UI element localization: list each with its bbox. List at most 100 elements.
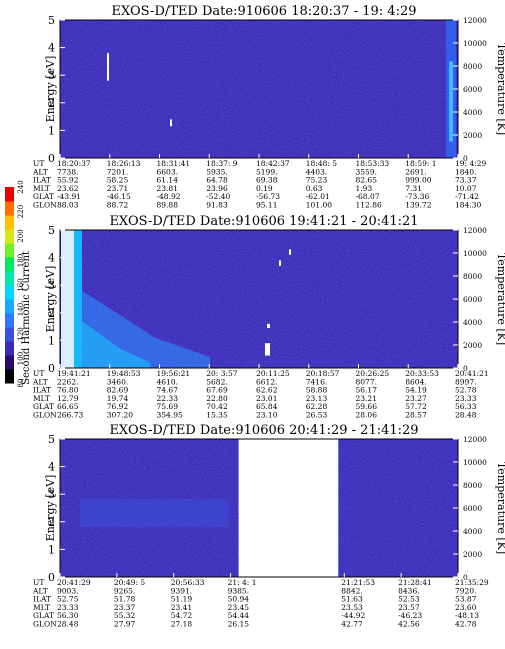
- y-tick-label: 4: [48, 252, 55, 265]
- colorbar-swatch: [5, 257, 14, 272]
- y2-tick-label: 12000: [463, 16, 487, 25]
- orbit-value: 76.80: [57, 386, 79, 395]
- y-tick-label: 1: [48, 543, 55, 556]
- orbit-value: 42.77: [341, 620, 363, 629]
- orbit-row-label: UT: [33, 159, 44, 168]
- orbit-value: 22.33: [157, 394, 179, 403]
- orbit-value: 89.88: [157, 201, 179, 210]
- spectrogram-feature: [449, 61, 453, 142]
- colorbar-tick-label: 160: [17, 278, 25, 291]
- spectrogram-texture: [338, 439, 458, 577]
- orbit-value: -44.92: [341, 611, 365, 620]
- y2-tick-label: 8000: [463, 62, 482, 71]
- orbit-value: 28.48: [57, 620, 79, 629]
- orbit-value: -56.73: [256, 192, 280, 201]
- panel-title: EXOS-D/TED Date:910606 20:41:29 - 21:41:…: [109, 423, 418, 438]
- orbit-value: 18:42:37: [256, 159, 290, 168]
- orbit-value: 54.72: [171, 611, 193, 620]
- orbit-value: 20:18:57: [306, 369, 340, 378]
- y2-axis-label: Temperature [K]: [495, 253, 505, 345]
- y2-tick-label: 4000: [463, 527, 482, 536]
- orbit-value: 3559.: [356, 167, 377, 176]
- orbit-value: 64.78: [206, 176, 228, 185]
- colorbar-label: Second Harmonic Current: [21, 251, 32, 385]
- y-tick-label: 2: [48, 97, 55, 110]
- orbit-value: 184.30: [455, 201, 481, 210]
- orbit-value: 58.25: [107, 176, 129, 185]
- colorbar-tick-label: 200: [17, 229, 25, 242]
- y2-tick-label: 8000: [463, 272, 482, 281]
- orbit-value: 54.19: [405, 386, 427, 395]
- orbit-value: 88.03: [57, 201, 79, 210]
- colorbar-swatch: [5, 215, 14, 230]
- orbit-value: 1.93: [356, 184, 373, 193]
- orbit-value: 55.92: [57, 176, 79, 185]
- orbit-value: 27.97: [114, 620, 136, 629]
- orbit-value: 23.96: [206, 184, 228, 193]
- orbit-value: 23.33: [455, 394, 477, 403]
- orbit-value: 42.78: [455, 620, 477, 629]
- y-tick-label: 5: [48, 433, 55, 446]
- spectrogram-feature: [61, 230, 74, 368]
- orbit-row-label: ALT: [32, 586, 48, 595]
- orbit-value: 18:53:33: [356, 159, 390, 168]
- orbit-value: 7738.: [57, 167, 78, 176]
- orbit-value: 2262.: [57, 377, 78, 386]
- orbit-value: 266.73: [57, 411, 83, 420]
- orbit-row-label: GLAT: [33, 611, 54, 620]
- orbit-value: 8077.: [356, 377, 377, 386]
- orbit-value: 56.17: [356, 386, 378, 395]
- orbit-value: 23.60: [455, 603, 477, 612]
- orbit-value: 50.94: [228, 595, 250, 604]
- orbit-row-label: ALT: [32, 377, 48, 386]
- y-axis-label: Energy [eV]: [44, 266, 57, 333]
- colorbar-swatch: [5, 271, 14, 286]
- spectrogram-feature: [82, 321, 150, 368]
- y2-tick-label: 2000: [463, 550, 482, 559]
- orbit-value: 91.83: [206, 201, 228, 210]
- orbit-row-label: GLON: [33, 411, 57, 420]
- orbit-value: 23.71: [107, 184, 128, 193]
- orbit-table: UT 20:41:29 20:49: 5 20:56:33 21: 4: 1 21:21:…: [32, 578, 489, 629]
- orbit-value: 2691.: [405, 167, 426, 176]
- orbit-value: 18:31:41: [157, 159, 191, 168]
- orbit-value: 0.63: [306, 184, 323, 193]
- orbit-value: 21:21:53: [341, 578, 375, 587]
- colorbar-tick-label: 140: [17, 303, 25, 316]
- orbit-value: -43.91: [57, 192, 81, 201]
- colorbar-swatch: [5, 299, 14, 314]
- orbit-row-label: UT: [33, 369, 44, 378]
- orbit-value: 59.66: [356, 402, 378, 411]
- orbit-value: 8842.: [341, 586, 362, 595]
- orbit-value: 8604.: [405, 377, 426, 386]
- orbit-value: -48.13: [455, 611, 479, 620]
- orbit-value: 23.45: [228, 603, 250, 612]
- spectrogram-feature: [279, 260, 281, 266]
- y2-tick-label: 0: [463, 573, 468, 582]
- orbit-value: 5935.: [206, 167, 227, 176]
- orbit-table: UT 18:20:37 18:26:13 18:31:41 18:37: 9 18:42:…: [32, 159, 487, 210]
- orbit-value: 53.87: [455, 595, 477, 604]
- orbit-value: 52.78: [455, 386, 477, 395]
- colorbar-swatch: [5, 229, 14, 244]
- orbit-value: 56.30: [57, 611, 79, 620]
- colorbar-tick-label: 100: [17, 352, 25, 365]
- orbit-value: 21:35:29: [455, 578, 489, 587]
- orbit-value: -71.42: [455, 192, 479, 201]
- spectrogram-feature: [289, 249, 291, 255]
- y2-axis-label: Temperature [K]: [495, 462, 505, 554]
- orbit-value: 23.62: [57, 184, 79, 193]
- orbit-value: 8997.: [455, 377, 476, 386]
- orbit-value: 7201.: [107, 167, 128, 176]
- y2-tick-label: 2000: [463, 131, 482, 140]
- orbit-value: 354.95: [157, 411, 183, 420]
- orbit-row-label: UT: [33, 578, 44, 587]
- colorbar-tick-label: 240: [17, 180, 25, 193]
- orbit-row-label: MLT: [33, 394, 50, 403]
- orbit-value: 20:26:25: [356, 369, 390, 378]
- orbit-value: 57.72: [405, 402, 427, 411]
- orbit-value: 95.11: [256, 201, 277, 210]
- y2-tick-label: 0: [463, 154, 468, 163]
- orbit-value: 42.56: [398, 620, 420, 629]
- orbit-value: 70.42: [206, 402, 228, 411]
